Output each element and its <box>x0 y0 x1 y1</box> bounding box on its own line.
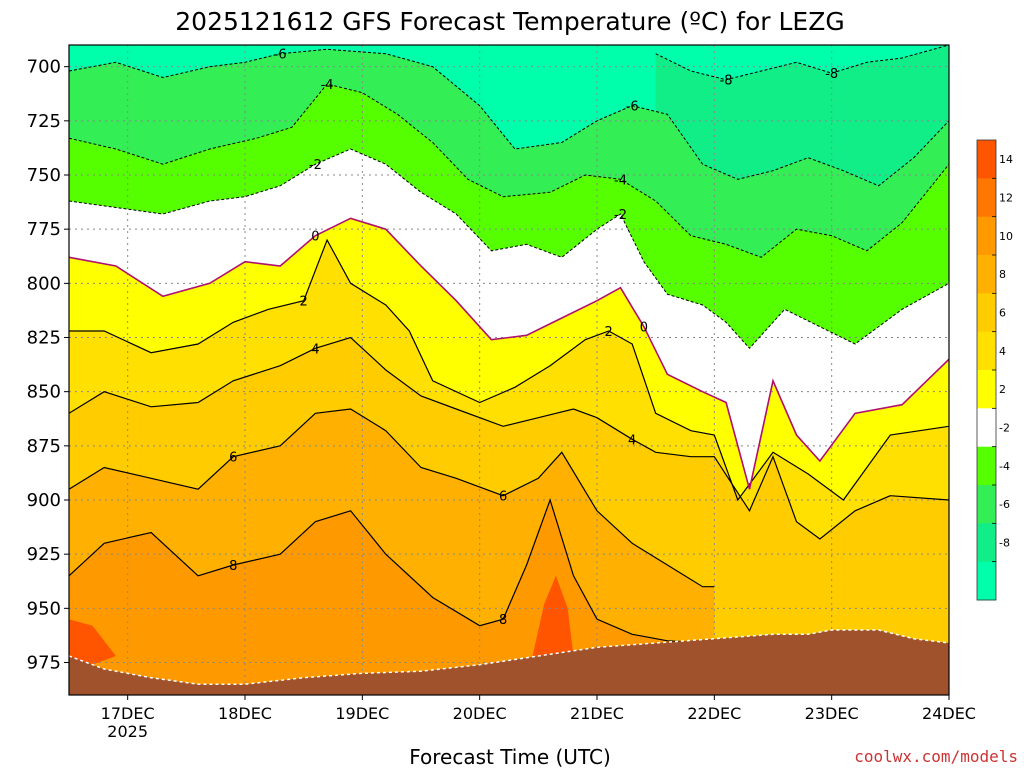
contour-label: 8 <box>229 559 237 574</box>
plot-area: 8 8 6 6 4 4 2 2 0 0 -2 -2 -4 -4 -6 -6 -8 -8 <box>68 44 950 696</box>
y-tick-label: 750 <box>27 165 61 186</box>
contour-label: -2 <box>309 158 322 173</box>
isotherm-0 <box>69 217 949 490</box>
colorbar-swatch <box>977 446 996 486</box>
isotherm--6 <box>69 48 949 187</box>
contour-label: -6 <box>626 100 639 115</box>
contour-labels: 8 8 6 6 4 4 2 2 0 0 -2 -2 -4 -4 -6 -6 -8 -8 <box>229 48 838 629</box>
colorbar-swatch <box>977 331 996 371</box>
surface-line <box>69 629 949 685</box>
x-tick-label: 20DEC <box>453 704 507 723</box>
x-tick-label: 24DEC <box>922 704 976 723</box>
x-axis-title: Forecast Time (UTC) <box>409 745 611 768</box>
y-tick-label: 975 <box>27 653 61 674</box>
y-axis: 700 725 750 775 800 825 850 875 900 925 950 975 <box>27 57 69 674</box>
y-tick-label: 950 <box>27 598 61 619</box>
x-tick-label: 18DEC <box>218 704 272 723</box>
contour-label: 2 <box>300 295 308 310</box>
colorbar-label: 12 <box>999 192 1013 205</box>
y-tick-label: 800 <box>27 273 61 294</box>
colorbar-swatch <box>977 216 996 256</box>
y-tick-label: 700 <box>27 57 61 78</box>
colorbar-swatch <box>977 178 996 218</box>
contour-label: -8 <box>720 74 733 89</box>
contour-label: 4 <box>311 342 319 357</box>
y-tick-label: 875 <box>27 436 61 457</box>
isotherm--4 <box>69 83 949 258</box>
credit-text: coolwx.com/models <box>854 747 1018 766</box>
isotherm-lines <box>69 45 949 644</box>
contour-label: -4 <box>321 78 334 93</box>
y-tick-label: 850 <box>27 382 61 403</box>
y-tick-label: 825 <box>27 328 61 349</box>
colorbar-swatch <box>977 255 996 294</box>
colorbar-swatch <box>977 293 996 333</box>
colorbar-label: -4 <box>999 460 1010 473</box>
plot-frame <box>68 44 950 696</box>
chart-title: 2025121612 GFS Forecast Temperature (ºC)… <box>175 7 844 36</box>
contour-label: 8 <box>499 613 507 628</box>
colorbar-label: 2 <box>999 383 1006 396</box>
isotherm-8 <box>69 498 715 644</box>
contour-label: 0 <box>311 230 319 245</box>
y-tick-label: 925 <box>27 544 61 565</box>
x-tick-label: 22DEC <box>687 704 741 723</box>
colorbar-label: 10 <box>999 230 1013 243</box>
colorbar-label: -8 <box>999 537 1010 550</box>
x-year-label: 2025 <box>107 722 148 741</box>
colorbar: 14 12 10 8 6 4 2 -2 -4 -6 -8 <box>976 139 1013 601</box>
y-tick-label: 900 <box>27 490 61 511</box>
y-tick-label: 775 <box>27 219 61 240</box>
colorbar-label: 6 <box>999 307 1006 320</box>
temperature-band-warm-core <box>532 575 574 656</box>
colorbar-label: -2 <box>999 422 1010 435</box>
terrain-surface <box>69 629 949 695</box>
x-axis: 17DEC 18DEC 19DEC 20DEC 21DEC 22DEC 23DEC 24DEC… <box>101 695 976 741</box>
contour-label: -8 <box>825 67 838 82</box>
contour-label: 2 <box>605 325 613 340</box>
contour-label: -2 <box>614 208 627 223</box>
x-tick-label: 23DEC <box>805 704 859 723</box>
isotherm-4 <box>69 336 949 540</box>
y-tick-label: 725 <box>27 111 61 132</box>
colorbar-swatch <box>977 561 996 601</box>
temperature-bands <box>69 45 949 695</box>
x-tick-label: 17DEC <box>101 704 155 723</box>
contour-label: -4 <box>614 173 627 188</box>
x-tick-label: 19DEC <box>335 704 389 723</box>
isotherm--8 <box>655 45 949 81</box>
colorbar-swatch <box>977 485 996 524</box>
isotherm--2 <box>69 148 949 350</box>
colorbar-swatch <box>977 408 996 448</box>
colorbar-swatch <box>977 523 996 563</box>
x-tick-label: 21DEC <box>570 704 624 723</box>
isotherm-6 <box>69 408 715 588</box>
contour-label: -6 <box>274 48 287 63</box>
colorbar-label: 8 <box>999 268 1006 281</box>
terrain-fill <box>69 630 949 695</box>
contour-label: 6 <box>229 451 237 466</box>
colorbar-swatch <box>977 370 996 409</box>
isotherm-2 <box>69 238 949 502</box>
colorbar-label: 4 <box>999 345 1006 358</box>
colorbar-label: 14 <box>999 153 1013 166</box>
colorbar-swatch <box>977 140 996 179</box>
contour-label: 0 <box>640 321 648 336</box>
contour-label: 6 <box>499 490 507 505</box>
colorbar-label: -6 <box>999 498 1010 511</box>
contour-label: 4 <box>628 433 636 448</box>
